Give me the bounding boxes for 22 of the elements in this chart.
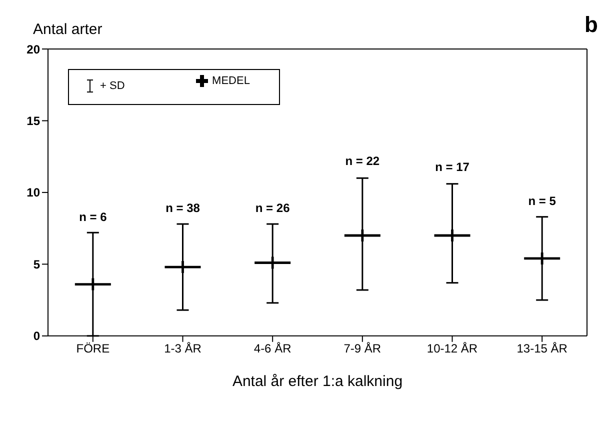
annotation: + SD (100, 80, 125, 92)
annotation: n = 17 (434, 160, 470, 174)
y-tick-label: 15 (26, 114, 40, 128)
annotation: n = 6 (78, 210, 108, 224)
y-tick-label: 10 (26, 186, 40, 200)
y-tick-label: 20 (26, 42, 40, 56)
y-tick-label: 0 (33, 329, 40, 344)
x-tick-label: 13-15 ÅR (516, 341, 568, 356)
text: b (584, 12, 598, 38)
y-axis-title: Antal arter (33, 21, 102, 38)
legend-label: MEDEL (212, 75, 250, 87)
annotation: n = 22 (344, 154, 381, 168)
annotation: n = 38 (164, 201, 201, 216)
x-tick-label: 10-12 ÅR (426, 341, 478, 356)
x-axis-title: Antal år efter 1:a kalkning (232, 372, 403, 390)
x-tick-label: 4-6 ÅR (254, 341, 292, 356)
x-tick-label: 7-9 ÅR (344, 341, 382, 356)
x-tick-label: FÖRE (76, 341, 110, 356)
y-tick-label: 5 (33, 257, 40, 272)
x-tick-label: 1-3 ÅR (164, 341, 202, 356)
annotation: n = 26 (254, 201, 291, 216)
annotation: n = 5 (527, 194, 557, 208)
